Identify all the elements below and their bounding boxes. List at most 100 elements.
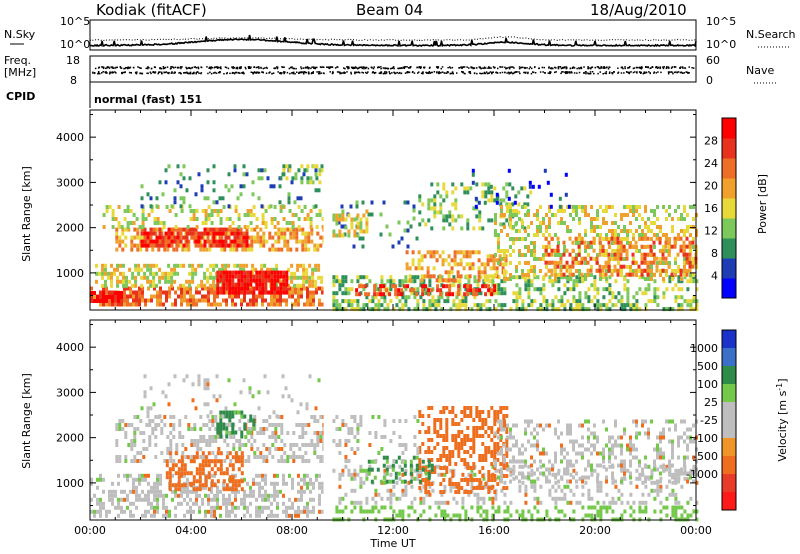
data-cell — [246, 505, 249, 510]
data-cell — [280, 231, 284, 236]
data-cell — [167, 231, 171, 236]
data-cell — [557, 307, 561, 312]
data-cell — [385, 224, 389, 229]
data-cell — [228, 225, 232, 229]
data-cell — [605, 277, 608, 281]
data-cell — [102, 302, 105, 307]
data-cell — [590, 513, 594, 518]
data-cell — [550, 260, 554, 265]
data-cell — [207, 463, 211, 468]
data-cell — [152, 279, 156, 284]
data-cell — [665, 464, 669, 469]
data-cell — [551, 484, 555, 489]
data-cell — [521, 464, 525, 469]
data-cell — [376, 292, 380, 297]
data-cell — [356, 299, 360, 304]
data-cell — [593, 229, 596, 233]
data-cell — [367, 467, 371, 472]
data-cell — [650, 253, 653, 257]
data-cell — [124, 243, 128, 248]
data-cell — [505, 486, 509, 490]
data-cell — [344, 275, 348, 280]
data-cell — [531, 184, 535, 189]
data-cell — [433, 202, 437, 207]
data-cell — [518, 471, 521, 476]
data-cell — [638, 269, 641, 273]
data-cell — [509, 427, 512, 432]
data-cell — [186, 225, 190, 229]
data-cell — [542, 217, 545, 221]
data-cell — [439, 202, 443, 207]
data-cell — [237, 278, 241, 283]
data-cell — [114, 302, 117, 307]
data-cell — [286, 227, 290, 232]
data-cell — [590, 265, 593, 269]
data-cell — [347, 233, 351, 238]
data-cell — [442, 284, 446, 289]
data-cell — [572, 205, 575, 209]
data-cell — [160, 227, 164, 232]
data-cell — [266, 390, 270, 395]
data-cell — [222, 410, 226, 415]
data-cell — [306, 481, 309, 486]
data-cell — [466, 438, 470, 442]
data-cell — [470, 505, 474, 510]
data-cell — [188, 279, 192, 284]
data-cell — [362, 509, 366, 514]
data-cell — [147, 501, 150, 506]
data-cell — [194, 235, 198, 240]
data-cell — [221, 263, 225, 268]
data-cell — [340, 224, 344, 229]
data-cell — [460, 478, 464, 482]
data-cell — [201, 485, 204, 490]
data-cell — [389, 488, 393, 493]
data-cell — [533, 273, 536, 277]
data-cell — [183, 467, 187, 472]
data-cell — [477, 258, 481, 263]
data-cell — [204, 509, 207, 514]
data-cell — [177, 286, 180, 291]
data-cell — [554, 269, 557, 273]
data-cell — [255, 270, 259, 275]
data-cell — [307, 423, 311, 427]
data-cell — [107, 271, 110, 276]
data-cell — [449, 488, 453, 493]
data-cell — [515, 265, 518, 269]
data-cell — [608, 245, 611, 249]
data-cell — [233, 402, 237, 407]
data-cell — [249, 501, 252, 506]
data-cell — [655, 256, 659, 261]
data-cell — [300, 489, 303, 494]
data-cell — [440, 307, 444, 312]
data-cell — [356, 221, 360, 226]
data-cell — [301, 443, 305, 447]
data-cell — [647, 277, 650, 281]
data-cell — [261, 298, 264, 303]
data-cell — [227, 235, 231, 240]
data-cell — [179, 227, 183, 232]
data-cell — [213, 209, 217, 213]
data-cell — [365, 229, 369, 234]
data-cell — [462, 254, 466, 259]
data-cell — [475, 486, 479, 490]
data-cell — [674, 492, 678, 497]
data-cell — [359, 500, 363, 505]
data-cell — [264, 221, 268, 225]
data-cell — [301, 435, 305, 439]
data-cell — [665, 261, 668, 265]
data-cell — [548, 217, 551, 221]
data-cell — [506, 505, 510, 510]
data-cell — [279, 489, 282, 494]
data-cell — [242, 263, 246, 268]
data-cell — [203, 386, 207, 391]
data-cell — [374, 505, 378, 510]
data-cell — [457, 288, 461, 293]
data-cell — [590, 205, 593, 209]
data-cell — [243, 489, 246, 494]
data-cell — [332, 233, 336, 238]
data-cell — [184, 447, 188, 451]
data-cell — [199, 247, 203, 252]
data-cell — [613, 240, 617, 245]
data-cell — [271, 243, 275, 248]
